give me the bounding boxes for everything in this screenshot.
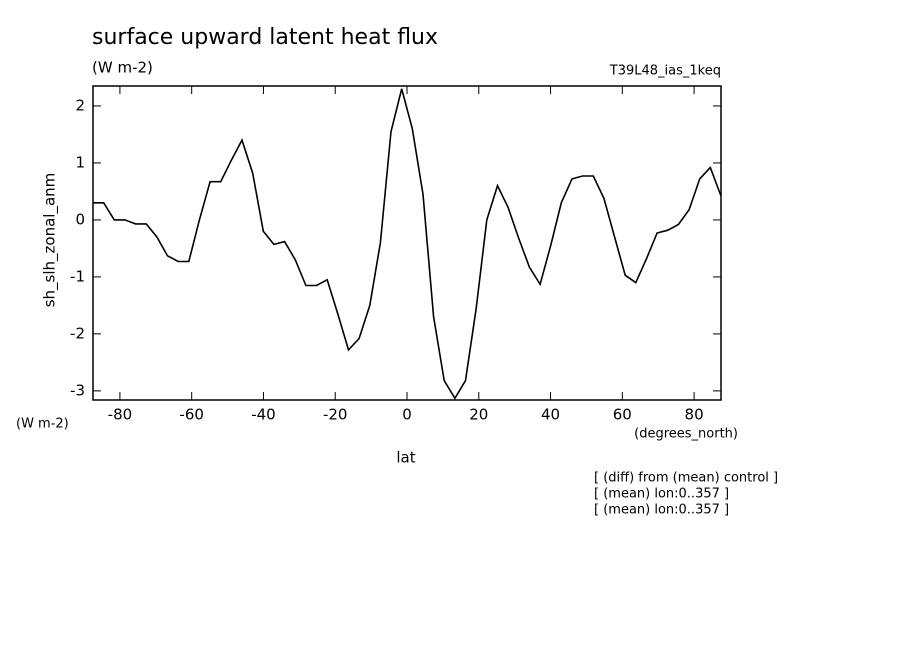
y-axis-label: sh_slh_zonal_anm	[41, 173, 60, 308]
x-tick-label: 20	[469, 406, 488, 424]
x-tick-label: -40	[251, 406, 276, 424]
experiment: T39L48_ias_1keq	[609, 64, 721, 79]
x-axis-label: lat	[396, 449, 415, 467]
x-units: (degrees_north)	[634, 427, 738, 442]
y-tick-label: 1	[75, 153, 85, 171]
x-tick-label: -60	[179, 406, 204, 424]
x-tick-label: 0	[402, 406, 412, 424]
y-tick-label: -1	[70, 267, 85, 285]
note: [ (mean) lon:0..357 ]	[594, 487, 729, 502]
y-tick-label: 0	[75, 210, 85, 228]
x-tick-label: 40	[541, 406, 560, 424]
x-tick-label: 80	[685, 406, 704, 424]
chart-title: surface upward latent heat flux	[92, 25, 438, 50]
y-tick-label: -3	[70, 381, 85, 399]
note: [ (diff) from (mean) control ]	[594, 471, 778, 486]
x-tick-label: 60	[613, 406, 632, 424]
plot-frame	[92, 85, 722, 401]
note: [ (mean) lon:0..357 ]	[594, 503, 729, 518]
units: (W m-2)	[92, 59, 153, 77]
x-tick-label: -20	[323, 406, 348, 424]
y-tick-label: -2	[70, 324, 85, 342]
data-line	[93, 88, 722, 400]
y-tick-label: 2	[75, 96, 85, 114]
y-units: (W m-2)	[16, 417, 69, 432]
x-tick-label: -80	[108, 406, 133, 424]
